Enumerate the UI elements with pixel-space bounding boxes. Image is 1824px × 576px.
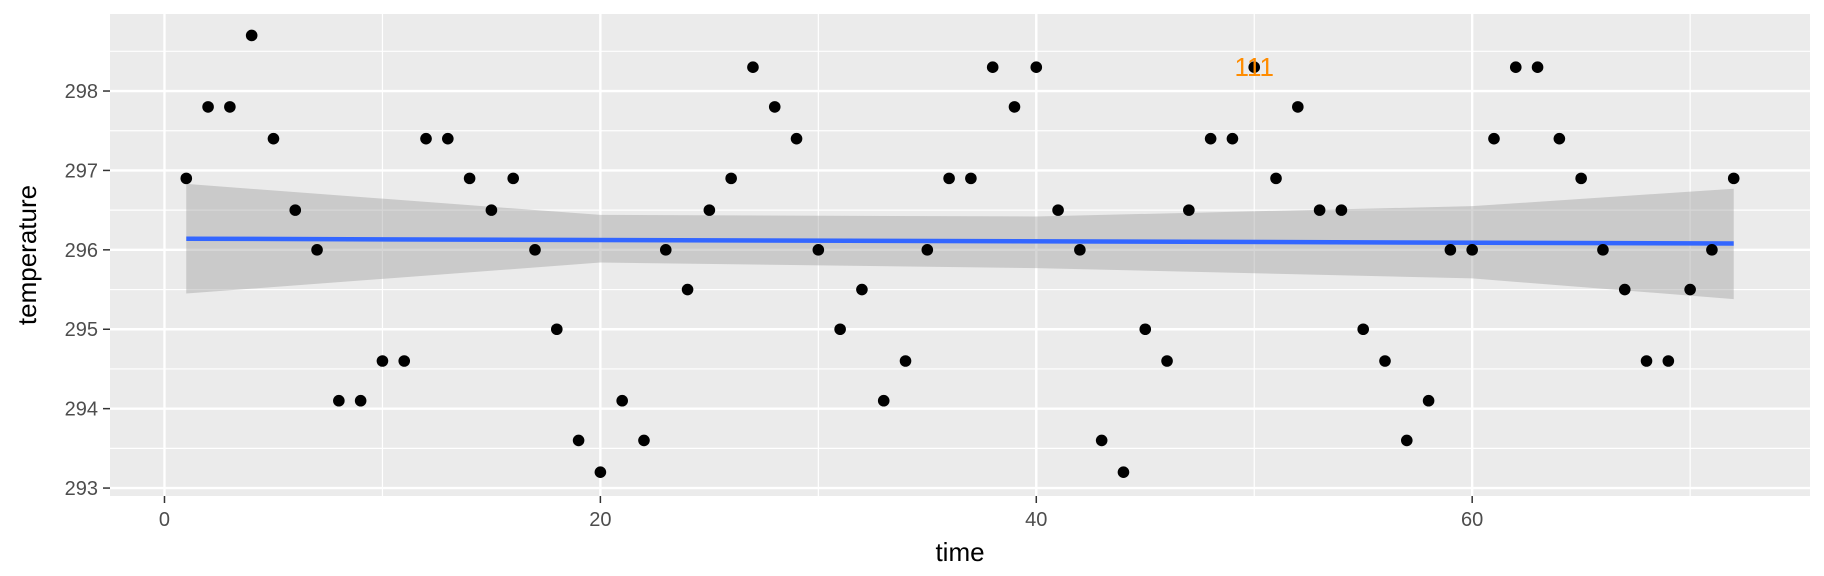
data-point: [899, 355, 912, 367]
data-point: [921, 244, 934, 256]
data-point: [790, 132, 803, 145]
data-point: [1684, 283, 1696, 296]
data-point: [725, 172, 737, 185]
data-point: [267, 132, 280, 145]
data-point: [1183, 204, 1195, 216]
data-point: [1270, 172, 1282, 185]
y-tick-label: 298: [65, 81, 98, 103]
data-point: [1466, 244, 1478, 256]
data-point: [1706, 244, 1718, 256]
data-point: [463, 172, 476, 185]
data-point: [311, 244, 323, 256]
y-tick-label: 293: [65, 478, 98, 500]
y-axis-ticks: 293 294 295 296 297 298: [65, 81, 110, 500]
data-point: [485, 204, 498, 216]
data-point: [1357, 323, 1370, 336]
y-tick-label: 295: [65, 319, 98, 341]
data-point: [1139, 323, 1152, 336]
y-tick-label: 296: [65, 240, 98, 262]
data-point: [1400, 434, 1413, 447]
data-point: [1161, 355, 1173, 367]
data-point: [986, 61, 999, 74]
data-point: [529, 244, 541, 256]
x-tick-label: 20: [589, 509, 611, 531]
data-point: [572, 434, 585, 447]
data-point: [856, 283, 868, 296]
data-point: [1117, 466, 1130, 478]
data-point: [1553, 132, 1566, 145]
plot-panel: [110, 14, 1810, 496]
data-point: [1575, 172, 1587, 185]
data-point: [1618, 283, 1631, 296]
x-tick-label: 0: [159, 509, 170, 531]
data-point: [965, 172, 977, 185]
annotations: 111: [1234, 52, 1274, 82]
annotation-label: 111: [1234, 52, 1274, 82]
x-axis-title: time: [935, 537, 984, 567]
data-point: [420, 132, 432, 145]
y-tick-label: 297: [65, 160, 98, 182]
data-point: [1030, 61, 1043, 74]
data-point: [1422, 394, 1435, 407]
data-point: [1597, 244, 1609, 256]
x-tick-label: 40: [1025, 509, 1047, 531]
data-point: [834, 323, 846, 336]
data-point: [1292, 101, 1304, 113]
data-point: [943, 172, 955, 185]
data-point: [1248, 61, 1261, 74]
data-point: [1313, 204, 1326, 216]
data-point: [550, 323, 563, 336]
data-point: [202, 101, 214, 113]
data-point: [289, 204, 302, 216]
data-point: [1379, 355, 1391, 367]
data-point: [354, 394, 367, 407]
data-point: [638, 434, 650, 447]
data-point: [442, 132, 454, 145]
data-point: [398, 355, 411, 367]
data-point: [1226, 132, 1239, 145]
data-point: [659, 244, 672, 256]
data-point: [376, 355, 389, 367]
data-point: [768, 101, 781, 113]
y-tick-label: 294: [65, 399, 98, 421]
data-point: [1052, 204, 1064, 216]
regression-line: [186, 236, 1734, 246]
minor-gridlines: [110, 14, 1810, 496]
data-points: [180, 29, 1740, 478]
data-point: [1074, 244, 1086, 256]
data-point: [1204, 132, 1217, 145]
data-point: [507, 172, 520, 185]
data-point: [616, 394, 628, 407]
data-point: [681, 283, 694, 296]
data-point: [877, 394, 890, 407]
data-point: [1509, 61, 1522, 74]
data-point: [245, 29, 258, 42]
data-point: [594, 466, 607, 478]
y-axis-title: temperature: [12, 185, 42, 325]
data-point: [703, 204, 716, 216]
data-point: [812, 244, 825, 256]
data-point: [1662, 355, 1675, 367]
x-axis-ticks: 0 20 40 60: [159, 496, 1483, 531]
data-point: [180, 172, 193, 185]
data-point: [1444, 244, 1457, 256]
x-tick-label: 60: [1461, 509, 1483, 531]
data-point: [1335, 204, 1348, 216]
data-point: [747, 61, 759, 74]
data-point: [224, 101, 236, 113]
data-point: [1488, 132, 1500, 145]
data-point: [1531, 61, 1544, 74]
data-point: [333, 394, 345, 407]
data-point: [1095, 434, 1108, 447]
data-point: [1640, 355, 1653, 367]
data-point: [1727, 172, 1740, 185]
data-point: [1008, 101, 1021, 113]
